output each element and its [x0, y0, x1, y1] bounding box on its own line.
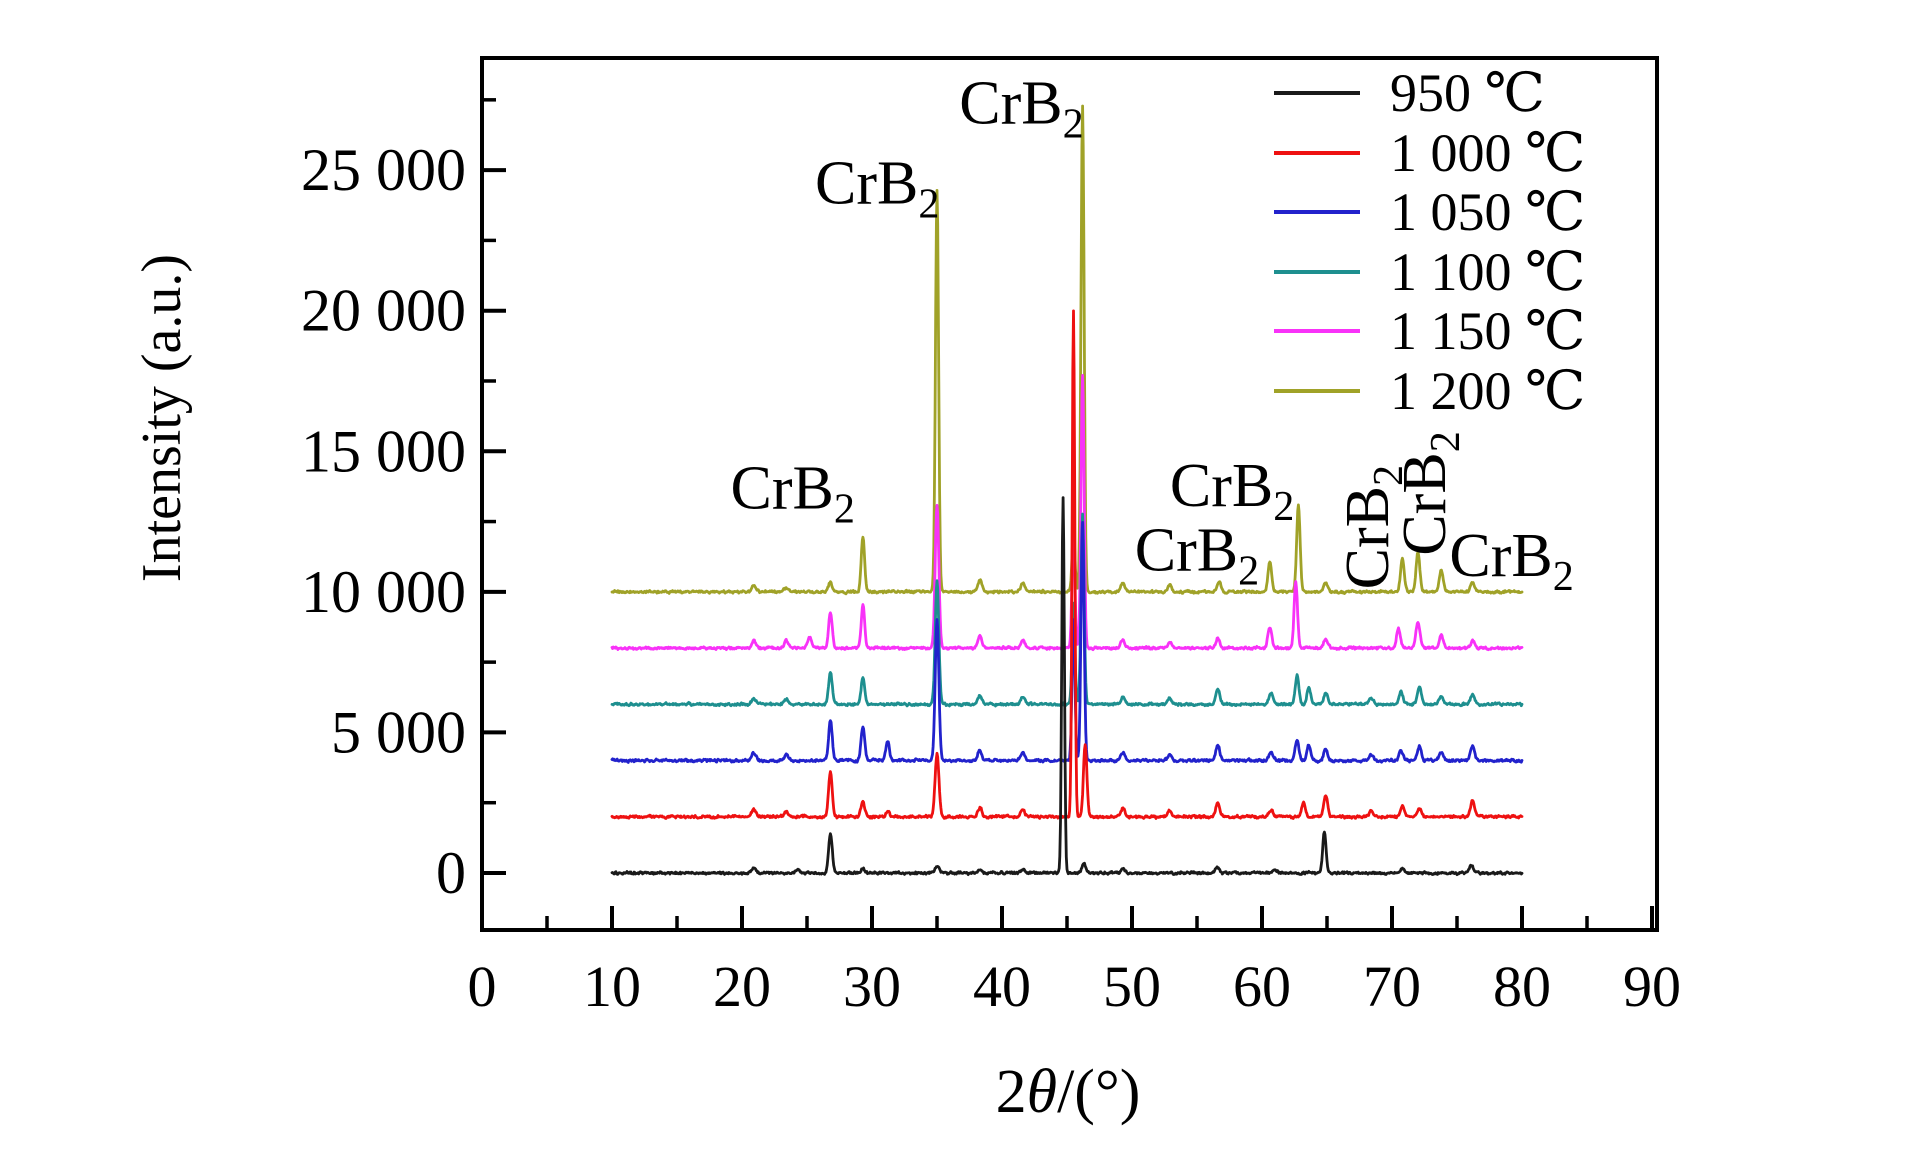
legend-item: 950 ℃ [1274, 63, 1545, 123]
legend-label: 1 150 ℃ [1390, 301, 1585, 361]
x-tick-label: 40 [973, 954, 1031, 1019]
series-curves [610, 104, 1524, 876]
x-tick-label: 0 [468, 954, 497, 1019]
peak-annotation: CrB2 [1334, 465, 1412, 589]
legend-label: 950 ℃ [1390, 63, 1545, 123]
legend: 950 ℃1 000 ℃1 050 ℃1 100 ℃1 150 ℃1 200 ℃ [1274, 63, 1585, 421]
x-tick-label: 10 [583, 954, 641, 1019]
x-axis-title: 2θ/(°) [996, 1058, 1141, 1126]
series-curve-3 [610, 512, 1524, 708]
legend-item: 1 050 ℃ [1274, 182, 1585, 242]
y-axis-title: Intensity (a.u.) [131, 254, 193, 582]
x-tick-label: 80 [1493, 954, 1551, 1019]
y-tick-label: 20 000 [301, 278, 466, 344]
y-tick-label: 5 000 [331, 699, 466, 765]
peak-annotation: CrB2 [730, 455, 854, 533]
x-tick-label: 90 [1623, 954, 1681, 1019]
legend-item: 1 150 ℃ [1274, 301, 1585, 361]
y-tick-label: 0 [436, 840, 466, 906]
peak-annotation: CrB2 [1391, 431, 1469, 555]
x-tick-label: 50 [1103, 954, 1161, 1019]
series-curve-0 [610, 496, 1524, 876]
x-tick-label: 30 [843, 954, 901, 1019]
series-curve-2 [610, 521, 1524, 764]
series-curve-5 [610, 104, 1524, 596]
legend-label: 1 050 ℃ [1390, 182, 1585, 242]
peak-annotation: CrB2 [959, 69, 1083, 147]
peak-annotation: CrB2 [815, 150, 939, 228]
peak-annotation: CrB2 [1135, 516, 1259, 594]
y-tick-label: 15 000 [301, 418, 466, 484]
axis-ticks [480, 98, 1654, 930]
legend-item: 1 200 ℃ [1274, 361, 1585, 421]
x-tick-label: 70 [1363, 954, 1421, 1019]
legend-item: 1 000 ℃ [1274, 123, 1585, 183]
peak-annotation: CrB2 [1449, 522, 1573, 600]
plot-border [480, 56, 1659, 932]
series-curve-4 [610, 374, 1524, 652]
x-tick-label: 60 [1233, 954, 1291, 1019]
y-tick-label: 10 000 [301, 559, 466, 625]
legend-label: 1 200 ℃ [1390, 361, 1585, 421]
axis-tick-labels: 0 10 20 30 40 50 60 70 80 90 0 5 000 10 000 15 000 20 … [301, 137, 1681, 1019]
legend-label: 1 100 ℃ [1390, 242, 1585, 302]
peak-annotation: CrB2 [1170, 452, 1294, 530]
x-tick-label: 20 [713, 954, 771, 1019]
legend-label: 1 000 ℃ [1390, 123, 1585, 183]
y-tick-label: 25 000 [301, 137, 466, 203]
legend-item: 1 100 ℃ [1274, 242, 1585, 302]
